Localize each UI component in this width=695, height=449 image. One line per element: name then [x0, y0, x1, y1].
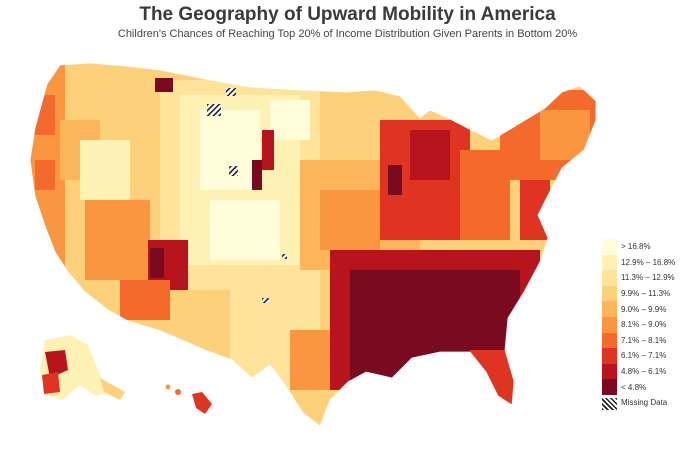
page-subtitle: Children's Chances of Reaching Top 20% o… [117, 28, 578, 40]
legend-label: 9.0% – 9.9% [621, 304, 667, 314]
legend-swatch [602, 332, 617, 349]
legend-item: 7.1% – 8.1% [602, 332, 675, 349]
alaska [40, 335, 125, 400]
legend-item-missing: Missing Data [602, 395, 675, 411]
legend-swatch [602, 239, 617, 255]
missing-data-areas [207, 88, 287, 303]
legend-item: 9.9% – 11.3% [602, 285, 675, 302]
legend-item: 6.1% – 7.1% [602, 348, 675, 364]
legend-item: > 16.8% [602, 239, 675, 255]
legend-swatch [602, 254, 617, 271]
legend-item: 8.1% – 9.0% [602, 316, 675, 333]
legend-swatch [602, 301, 617, 317]
page-title: The Geography of Upward Mobility in Amer… [139, 4, 556, 25]
legend-swatch [602, 363, 617, 380]
legend-label: < 4.8% [621, 382, 647, 392]
legend-label: Missing Data [621, 398, 668, 408]
legend-label: 9.9% – 11.3% [621, 289, 671, 299]
legend-swatch [602, 379, 617, 395]
legend-label: 8.1% – 9.0% [621, 320, 667, 330]
legend-swatch [602, 316, 617, 333]
hawaii [165, 384, 212, 414]
legend-item: 12.9% – 16.8% [602, 254, 676, 271]
legend-swatch [602, 270, 617, 286]
legend-label: > 16.8% [621, 242, 651, 252]
legend-item: 11.3% – 12.9% [602, 270, 675, 286]
legend-label: 12.9% – 16.8% [621, 257, 676, 267]
legend-label: 4.8% – 6.1% [621, 367, 667, 377]
legend-swatch [602, 348, 617, 364]
legend-label: 11.3% – 12.9% [621, 273, 675, 283]
us-outline [29, 62, 597, 427]
legend-item: 9.0% – 9.9% [602, 301, 675, 317]
missing-data-swatch [602, 397, 617, 410]
legend-swatch [602, 285, 617, 302]
legend-item: < 4.8% [602, 379, 675, 395]
legend-label: 6.1% – 7.1% [621, 351, 667, 361]
legend: > 16.8% 12.9% – 16.8% 11.3% – 12.9% 9.9%… [602, 239, 675, 411]
legend-label: 7.1% – 8.1% [621, 335, 667, 345]
legend-item: 4.8% – 6.1% [602, 363, 675, 380]
